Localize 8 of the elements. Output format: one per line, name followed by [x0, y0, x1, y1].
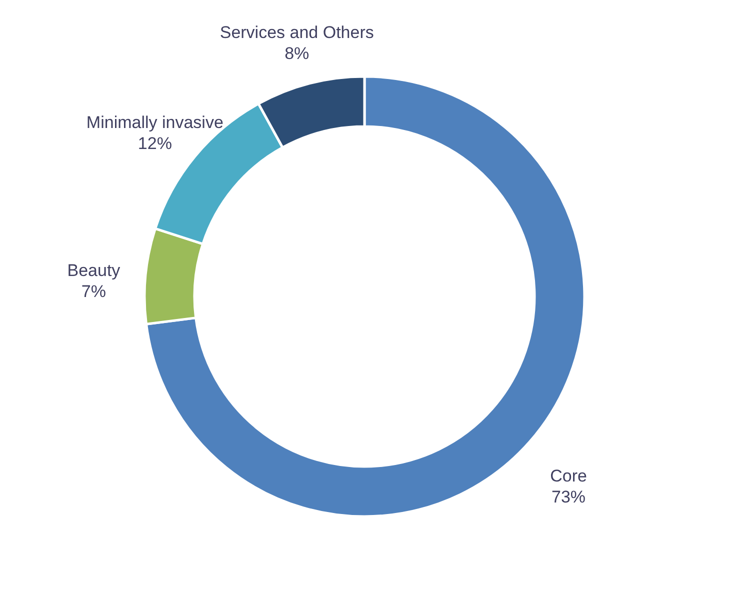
data-label: 8%: [284, 44, 310, 64]
data-label: 73%: [552, 487, 586, 506]
slice-label: Beauty: [67, 260, 121, 280]
slice-label: Services and Others: [220, 23, 374, 42]
data-label: 12%: [138, 134, 172, 154]
data-label: 7%: [81, 282, 106, 301]
slice-label: Core: [550, 466, 587, 486]
slice-label: Minimally invasive: [86, 113, 224, 132]
